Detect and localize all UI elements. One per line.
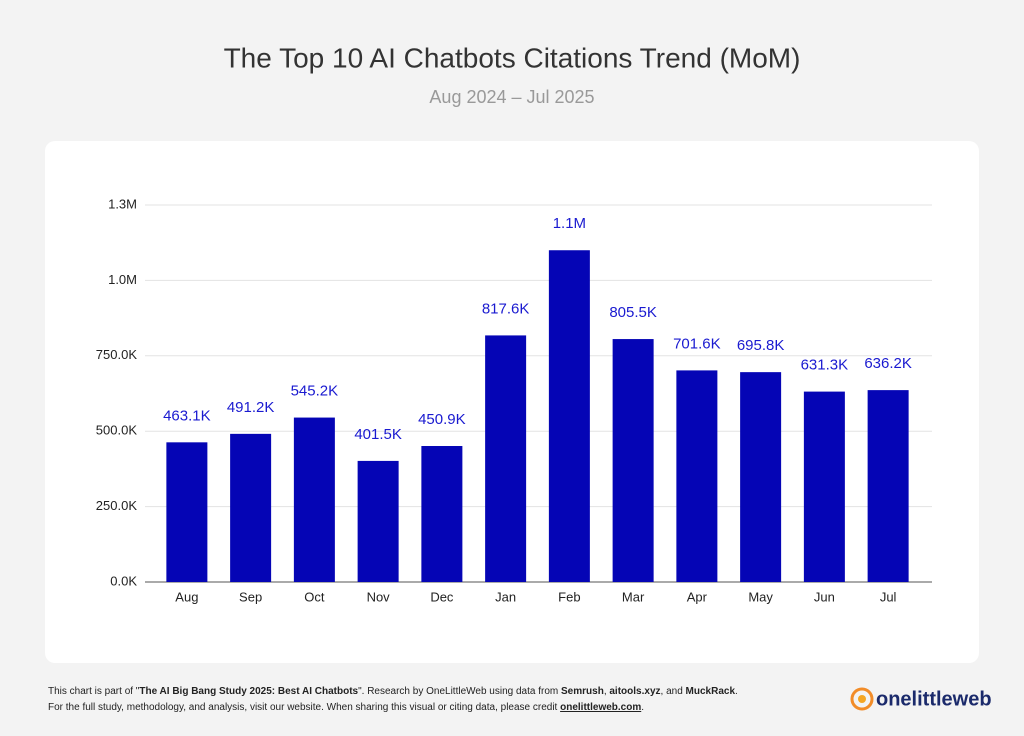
x-tick-label: Jan — [495, 589, 516, 604]
bar — [612, 339, 654, 582]
chart-subtitle: Aug 2024 – Jul 2025 — [429, 87, 594, 107]
y-tick-label: 250.0K — [96, 498, 138, 513]
footnote: For the full study, methodology, and ana… — [48, 702, 644, 713]
footnote-text: . — [735, 686, 738, 697]
footnote-text: . — [641, 702, 644, 713]
footnote-text: For the full study, methodology, and ana… — [48, 702, 560, 713]
bar — [421, 446, 463, 582]
value-label: 817.6K — [482, 300, 530, 317]
x-tick-label: Oct — [304, 589, 325, 604]
value-label: 636.2K — [864, 355, 912, 372]
value-label: 805.5K — [609, 304, 657, 321]
x-tick-label: Aug — [175, 589, 198, 604]
bar — [485, 335, 527, 582]
plot: 0.0K 250.0K 500.0K 750.0K 1.0M 1.3M Aug 463.1K S… — [96, 196, 932, 604]
footnote-text: ". Research by OneLittleWeb using data f… — [358, 686, 561, 697]
bar — [740, 372, 782, 582]
bar — [548, 250, 590, 583]
y-tick-label: 1.3M — [108, 196, 137, 211]
value-label: 545.2K — [291, 383, 339, 400]
footnote-text: This chart is part of " — [48, 686, 140, 697]
value-label: 463.1K — [163, 407, 211, 424]
bar — [867, 390, 909, 582]
footnote-text: Semrush — [561, 686, 604, 697]
footnote-link[interactable]: onelittleweb.com — [560, 702, 641, 713]
x-tick-label: Jun — [814, 589, 835, 604]
x-tick-label: Mar — [622, 589, 645, 604]
value-label: 701.6K — [673, 335, 721, 352]
logo-icon — [850, 687, 874, 711]
value-label: 491.2K — [227, 399, 275, 416]
y-tick-label: 0.0K — [110, 573, 137, 588]
bar — [166, 442, 208, 582]
y-tick-label: 1.0M — [108, 272, 137, 287]
footnote-text: , — [604, 686, 610, 697]
bar — [230, 433, 272, 582]
value-label: 401.5K — [354, 426, 402, 443]
footnote-text: , and — [661, 686, 686, 697]
x-tick-label: Apr — [687, 589, 708, 604]
x-tick-label: May — [748, 589, 773, 604]
bar — [357, 460, 399, 582]
footnote-text: MuckRack — [686, 686, 736, 697]
x-tick-label: Nov — [367, 589, 391, 604]
footnote: This chart is part of "The AI Big Bang S… — [48, 686, 738, 697]
bar — [803, 391, 845, 582]
x-tick-label: Sep — [239, 589, 262, 604]
chart-title: The Top 10 AI Chatbots Citations Trend (… — [224, 42, 801, 73]
x-tick-label: Jul — [880, 589, 897, 604]
footnote-text: aitools.xyz — [609, 686, 660, 697]
y-tick-label: 750.0K — [96, 347, 138, 362]
value-label: 450.9K — [418, 411, 466, 428]
footnote-text: The AI Big Bang Study 2025: Best AI Chat… — [139, 686, 358, 697]
value-label: 1.1M — [553, 215, 586, 232]
bar — [676, 370, 718, 582]
x-tick-label: Feb — [558, 589, 580, 604]
x-tick-label: Dec — [430, 589, 454, 604]
value-label: 695.8K — [737, 337, 785, 354]
value-label: 631.3K — [801, 357, 849, 374]
logo-text: onelittleweb — [876, 688, 992, 710]
bar — [293, 417, 335, 582]
y-tick-label: 500.0K — [96, 423, 138, 438]
